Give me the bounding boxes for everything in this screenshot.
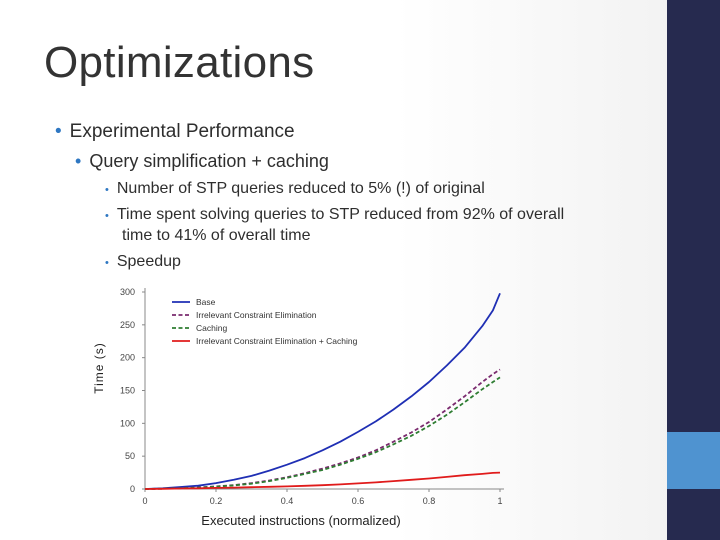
- legend-label-3: Caching: [196, 323, 227, 333]
- series-line-2: [144, 368, 501, 490]
- x-tick-label: 0.6: [352, 496, 365, 506]
- y-tick-label: 150: [120, 386, 135, 396]
- bullet-level2-text: Query simplification + caching: [89, 151, 329, 171]
- bullet-level3-item: • Time spent solving queries to STP reduc…: [105, 206, 564, 224]
- bullet-level3-item: • Number of STP queries reduced to 5% (!)…: [105, 180, 485, 198]
- x-tick-label: 0.4: [281, 496, 294, 506]
- y-tick-label: 250: [120, 320, 135, 330]
- bullet-dot-icon: •: [105, 210, 109, 222]
- sidebar-accent-block: [667, 432, 720, 489]
- x-axis-label: Executed instructions (normalized): [201, 513, 400, 528]
- legend-label-1: Base: [196, 297, 216, 307]
- y-axis-label: Time (s): [92, 342, 106, 394]
- bullet-dot-icon: •: [75, 151, 82, 171]
- y-tick-label: 50: [125, 451, 135, 461]
- bullet-level3-text: Time spent solving queries to STP reduce…: [116, 206, 565, 223]
- chart-series: [144, 292, 501, 490]
- y-tick-label: 300: [120, 287, 135, 297]
- bullet-level1: • Experimental Performance: [55, 121, 295, 143]
- bullet-level1-text: Experimental Performance: [69, 121, 295, 142]
- x-tick-label: 0.8: [423, 496, 436, 506]
- y-tick-label: 200: [120, 353, 135, 363]
- bullet-level3-text: Speedup: [116, 253, 181, 270]
- bullet-dot-icon: •: [55, 121, 62, 142]
- chart-legend: Base Irrelevant Constraint Elimination Cac…: [172, 297, 358, 346]
- series-line-3: [144, 376, 501, 490]
- legend-label-4: Irrelevant Constraint Elimination + Cach…: [196, 336, 358, 346]
- bullet-dot-icon: •: [105, 184, 109, 196]
- series-line-1: [144, 292, 501, 490]
- bullet-level3-item: • Speedup: [105, 253, 181, 271]
- bullet-level3-text: Number of STP queries reduced to 5% (!) …: [116, 180, 485, 197]
- legend-label-2: Irrelevant Constraint Elimination: [196, 310, 317, 320]
- bullet-level3-continuation: time to 41% of overall time: [122, 227, 311, 244]
- series-line-4: [144, 471, 501, 490]
- x-tick-label: 1: [497, 496, 502, 506]
- x-tick-label: 0: [142, 496, 147, 506]
- bullet-level2: • Query simplification + caching: [75, 151, 329, 172]
- slide-title: Optimizations: [44, 38, 315, 87]
- y-tick-label: 100: [120, 418, 135, 428]
- x-tick-label: 0.2: [210, 496, 223, 506]
- y-tick-label: 0: [130, 484, 135, 494]
- bullet-dot-icon: •: [105, 257, 109, 269]
